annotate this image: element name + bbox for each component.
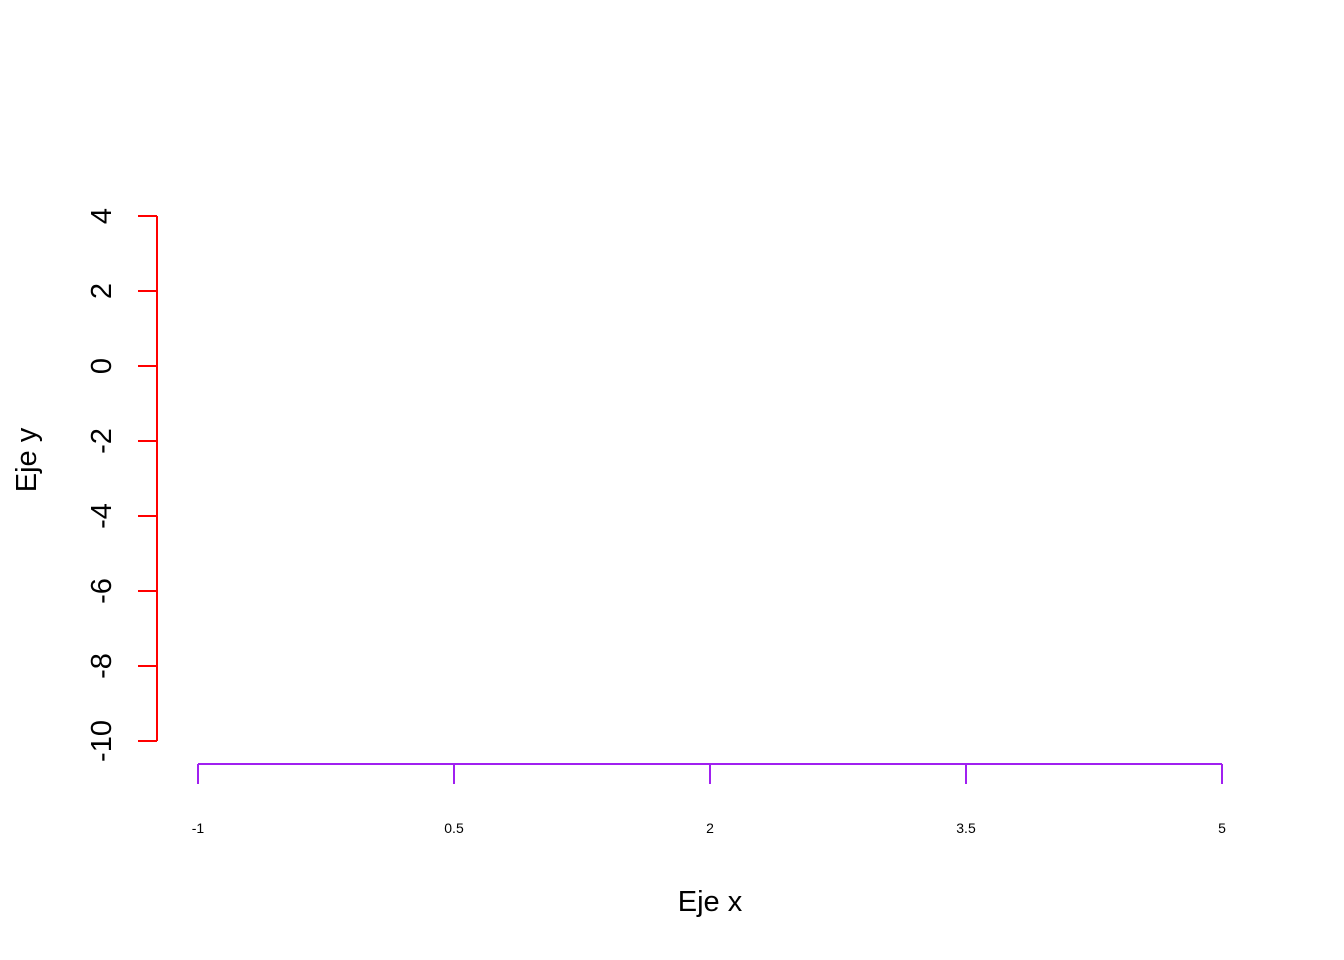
y-tick-label: 2 — [86, 283, 118, 299]
y-tick-label: 0 — [86, 358, 118, 374]
y-tick-label: -10 — [86, 720, 118, 762]
x-tick-label: 0.5 — [444, 820, 464, 836]
x-axis: -1 0.5 2 3.5 5 — [192, 763, 1226, 836]
y-tick-label: -4 — [86, 503, 118, 529]
y-tick-label: -2 — [86, 428, 118, 454]
y-tick-label: 4 — [86, 208, 118, 224]
y-tick-label: -8 — [86, 653, 118, 679]
x-tick-label: -1 — [192, 820, 205, 836]
x-tick-label: 5 — [1218, 820, 1226, 836]
x-axis-label: Eje x — [678, 886, 743, 918]
x-tick-label: 2 — [706, 820, 714, 836]
y-tick-label: -6 — [86, 578, 118, 604]
y-axis: 4 2 0 -2 -4 -6 -8 -10 — [86, 208, 158, 762]
y-axis-label: Eje y — [11, 427, 43, 492]
x-tick-label: 3.5 — [956, 820, 976, 836]
